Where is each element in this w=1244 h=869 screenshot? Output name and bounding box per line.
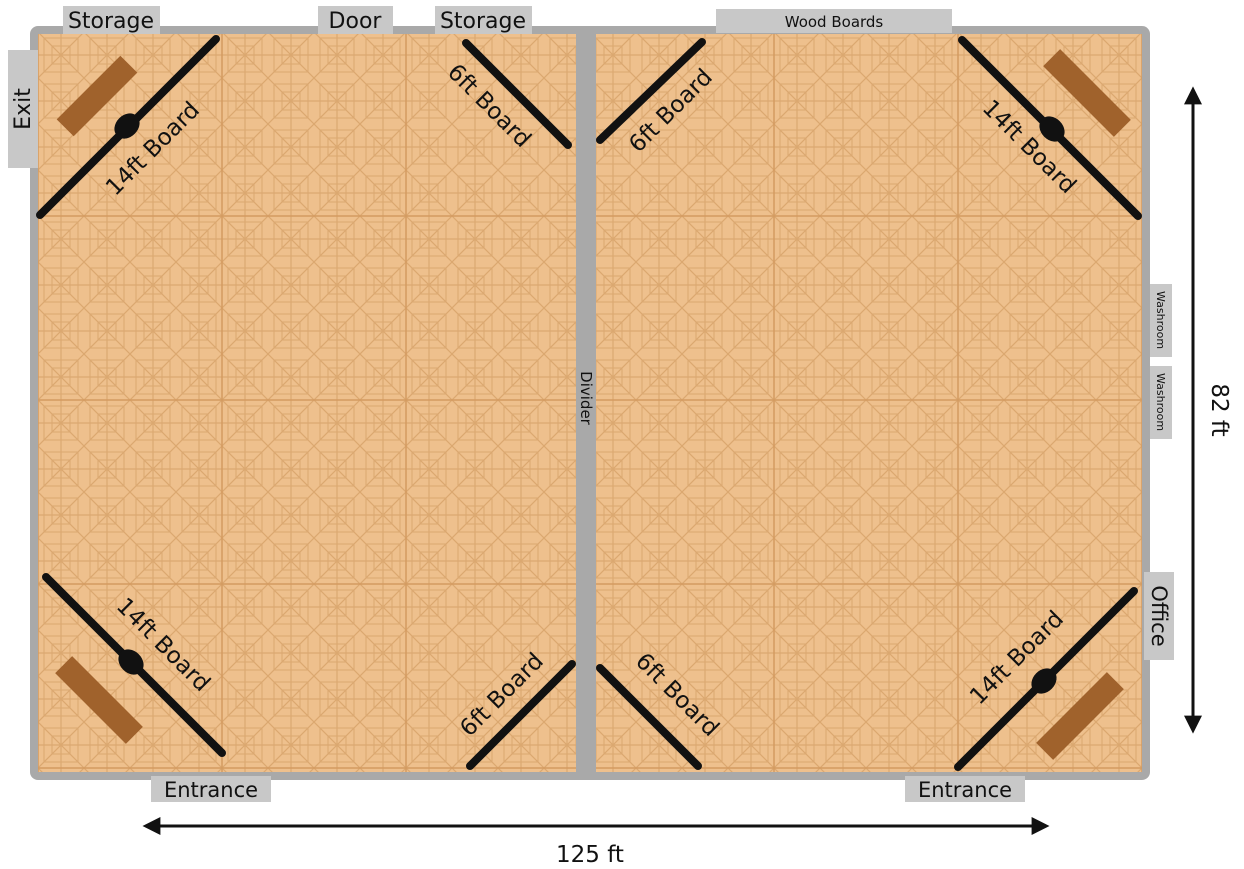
divider: Divider: [576, 34, 596, 772]
svg-text:Entrance: Entrance: [164, 778, 258, 802]
storage-left-tag: Storage: [63, 6, 160, 34]
svg-text:82 ft: 82 ft: [1206, 383, 1232, 436]
floor-left: [38, 34, 576, 772]
height-dimension: 82 ft: [1184, 86, 1232, 734]
door-tag: Door: [318, 6, 393, 34]
wood-boards-tag: Wood Boards: [716, 9, 952, 33]
storage-right-tag: Storage: [435, 6, 532, 34]
svg-text:Washroom: Washroom: [1154, 373, 1167, 431]
washroom-tag-2: Washroom: [1150, 366, 1172, 439]
office-tag: Office: [1144, 572, 1174, 660]
exit-tag: Exit: [8, 50, 38, 168]
wood-plank-br: [1036, 672, 1124, 760]
wood-plank-tr: [1043, 49, 1131, 137]
wood-plank-bl: [55, 656, 143, 744]
svg-text:Storage: Storage: [440, 9, 526, 34]
svg-text:Storage: Storage: [68, 9, 154, 34]
svg-text:Door: Door: [329, 9, 383, 34]
svg-text:Divider: Divider: [577, 371, 595, 426]
svg-text:Exit: Exit: [11, 88, 36, 130]
svg-text:Washroom: Washroom: [1154, 291, 1167, 349]
entrance-right-tag: Entrance: [905, 776, 1025, 802]
entrance-left-tag: Entrance: [151, 776, 271, 802]
washroom-tag-1: Washroom: [1150, 284, 1172, 357]
svg-text:Entrance: Entrance: [918, 778, 1012, 802]
wood-plank-tl: [56, 55, 138, 137]
width-dimension: 125 ft: [142, 817, 1050, 868]
svg-text:Office: Office: [1147, 585, 1171, 646]
svg-text:Wood Boards: Wood Boards: [785, 13, 884, 31]
svg-text:125 ft: 125 ft: [556, 842, 624, 868]
floor-right: [596, 34, 1142, 772]
